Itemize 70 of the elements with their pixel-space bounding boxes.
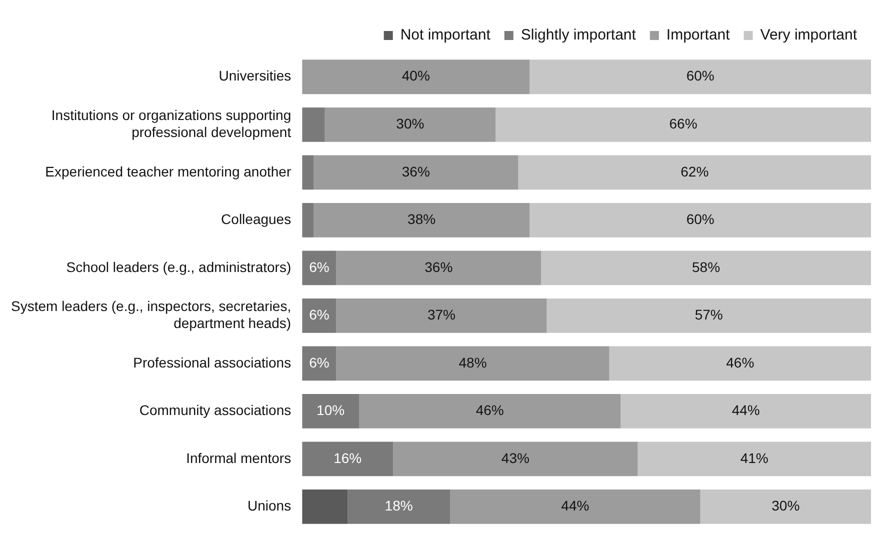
y-tick-label: Unions: [248, 498, 292, 514]
data-label: 46%: [726, 354, 754, 370]
y-tick-label: Community associations: [139, 402, 292, 418]
data-label: 44%: [561, 498, 590, 514]
bar: [302, 298, 336, 333]
bar: [302, 394, 359, 428]
y-tick-label: Colleagues: [221, 211, 292, 228]
bar: [638, 442, 871, 476]
bar: [302, 442, 394, 476]
bar: [700, 490, 871, 524]
bar: [302, 250, 336, 286]
bar: [302, 60, 530, 94]
data-label: 48%: [458, 354, 487, 370]
data-label: 36%: [424, 258, 453, 275]
data-label: 30%: [396, 116, 424, 132]
legend-label: Slightly important: [520, 26, 637, 44]
data-label: 60%: [686, 211, 714, 228]
y-tick-label: System leaders (e.g., inspectors, secretaries, department heads): [11, 298, 292, 331]
data-label: 66%: [669, 116, 698, 132]
data-label: 37%: [427, 306, 456, 323]
bar: [546, 298, 871, 333]
data-label: 38%: [408, 211, 436, 228]
bar: [530, 60, 871, 94]
data-label: 43%: [501, 450, 530, 466]
bar: [450, 490, 700, 524]
data-label: 18%: [384, 498, 413, 514]
data-label: 30%: [772, 498, 800, 514]
bar: [609, 346, 871, 381]
data-label: 36%: [402, 163, 430, 180]
data-label: 60%: [686, 68, 714, 84]
bar: [324, 107, 496, 142]
bar: [313, 202, 530, 238]
bar: [302, 202, 314, 238]
bar: [336, 346, 610, 381]
bar: [302, 155, 314, 190]
y-tick-label: Universities: [218, 68, 292, 84]
legend-label: Important: [666, 26, 731, 44]
y-tick-label: Institutions or organizations supporting professional development: [51, 107, 292, 140]
bar: [348, 490, 450, 524]
bar: [393, 442, 638, 476]
y-tick-label: Professional associations: [133, 354, 292, 370]
legend-label: Not important: [400, 26, 492, 44]
bar: [496, 107, 871, 142]
bar: [541, 250, 871, 286]
bar: [336, 250, 542, 286]
bar: [313, 155, 518, 190]
data-label: 62%: [680, 163, 709, 180]
y-tick-label: School leaders (e.g., administrators): [66, 258, 292, 275]
data-label: 10%: [316, 402, 345, 418]
data-label: 6%: [309, 354, 330, 370]
bar: [302, 346, 336, 381]
data-label: 16%: [334, 450, 362, 466]
data-label: 41%: [740, 450, 768, 466]
bar: [620, 394, 871, 428]
bar: [336, 298, 547, 333]
data-label: 46%: [476, 402, 504, 418]
data-label: 58%: [692, 258, 720, 275]
bar: [530, 202, 871, 238]
y-tick-label: Experienced teacher mentoring another: [45, 163, 292, 180]
data-label: 6%: [309, 306, 330, 323]
bar: [518, 155, 871, 190]
bar: [302, 107, 325, 142]
y-tick-label: Informal mentors: [186, 450, 292, 466]
bar: [359, 394, 621, 428]
data-label: 44%: [732, 402, 760, 418]
data-label: 6%: [309, 258, 330, 275]
bar: [302, 490, 348, 524]
data-label: 57%: [694, 306, 723, 323]
legend-label: Very important: [760, 26, 858, 44]
data-label: 40%: [402, 68, 430, 84]
